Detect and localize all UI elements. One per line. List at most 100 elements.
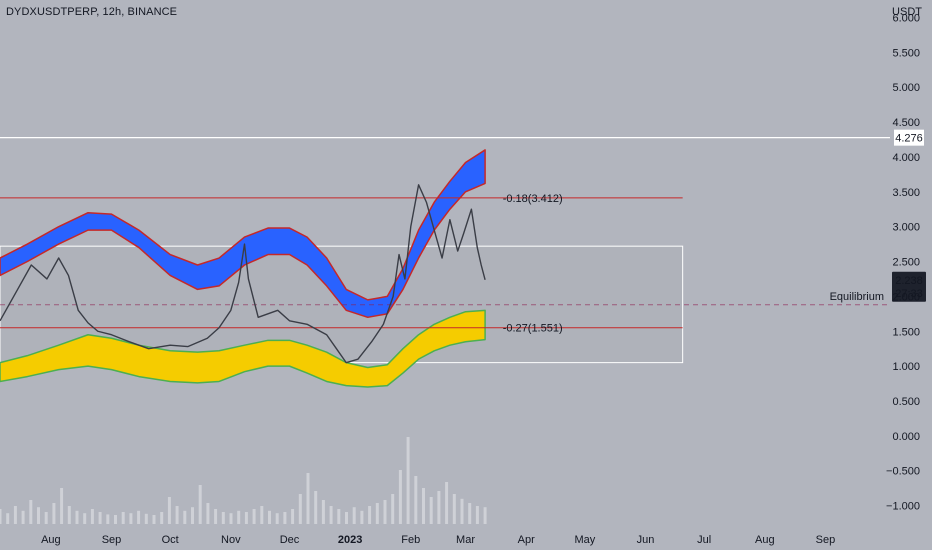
- volume-bar: [283, 512, 287, 524]
- volume-bar: [398, 470, 402, 524]
- level-lines-group: 4.276 -0.18(3.412) -0.27(1.551) Equilibrium: [0, 129, 924, 335]
- volume-bar: [445, 482, 449, 524]
- volume-bar: [67, 506, 71, 524]
- y-tick-label: 0.500: [892, 396, 920, 408]
- volume-bar: [429, 497, 433, 524]
- last-price-tag-bg: [892, 271, 926, 302]
- volume-bar: [44, 512, 48, 524]
- volume-bar: [406, 437, 410, 524]
- volume-bars: [0, 437, 487, 524]
- volume-bar: [206, 503, 210, 524]
- y-tick-label: 6.000: [892, 12, 920, 24]
- y-tick-label: 0.000: [892, 431, 920, 443]
- volume-bar: [190, 507, 194, 524]
- equilibrium-label: Equilibrium: [830, 291, 884, 303]
- y-tick-label: 3.500: [892, 187, 920, 199]
- x-tick-label: Dec: [280, 534, 300, 546]
- x-tick-label: Jul: [697, 534, 711, 546]
- x-tick-label: Sep: [102, 534, 122, 546]
- volume-bar: [90, 509, 94, 524]
- volume-bar: [237, 510, 241, 524]
- y-tick-label: −1.000: [886, 501, 920, 513]
- price-countdown: 27:33: [895, 288, 923, 300]
- volume-bar: [329, 506, 333, 524]
- volume-bar: [483, 507, 487, 524]
- volume-bar: [113, 515, 117, 524]
- x-tick-label: Apr: [518, 534, 535, 546]
- volume-bar: [36, 507, 40, 524]
- volume-bar: [229, 513, 233, 524]
- volume-bar: [144, 513, 148, 524]
- volume-bar: [437, 491, 441, 524]
- volume-bar: [344, 512, 348, 524]
- volume-bar: [129, 513, 133, 524]
- volume-bar: [321, 500, 325, 524]
- price-unit: USDT: [892, 6, 922, 18]
- symbol-title: DYDXUSDTPERP, 12h, BINANCE: [6, 6, 178, 18]
- volume-bar: [383, 500, 387, 524]
- volume-bar: [29, 500, 33, 524]
- volume-bar: [414, 476, 418, 524]
- x-tick-label: Jun: [637, 534, 655, 546]
- volume-bar: [244, 512, 248, 524]
- volume-bar: [260, 506, 264, 524]
- volume-bar: [252, 509, 256, 524]
- volume-bar: [391, 494, 395, 524]
- volume-bar: [291, 509, 295, 524]
- horizontal-line-tag-bg: [894, 129, 924, 146]
- volume-bar: [452, 494, 456, 524]
- volume-bar: [160, 512, 164, 524]
- volume-bar: [475, 506, 479, 524]
- y-tick-label: 3.000: [892, 222, 920, 234]
- last-price-label: 2.238: [895, 275, 923, 287]
- x-tick-label: Mar: [456, 534, 475, 546]
- lower-band: [0, 309, 486, 388]
- bands-group: [0, 149, 486, 388]
- volume-bar: [83, 513, 87, 524]
- y-tick-label: −0.500: [886, 466, 920, 478]
- volume-bar: [314, 491, 318, 524]
- volume-bar: [421, 488, 425, 524]
- volume-bar: [52, 503, 56, 524]
- x-tick-label: Sep: [816, 534, 836, 546]
- x-tick-label: Aug: [41, 534, 61, 546]
- volume-bar: [13, 506, 17, 524]
- y-tick-label: 2.500: [892, 257, 920, 269]
- y-tick-label: 1.500: [892, 326, 920, 338]
- y-tick-label: 5.500: [892, 47, 920, 59]
- volume-bar: [198, 485, 202, 524]
- x-tick-label: Aug: [755, 534, 775, 546]
- fib-label-upper: -0.18(3.412): [503, 193, 563, 205]
- volume-bar: [152, 515, 156, 524]
- y-tick-label: 5.000: [892, 82, 920, 94]
- x-tick-label: Feb: [401, 534, 420, 546]
- volume-bar: [298, 494, 302, 524]
- y-tick-label: 4.000: [892, 152, 920, 164]
- x-tick-label: Oct: [162, 534, 179, 546]
- x-tick-label: 2023: [338, 534, 362, 546]
- x-tick-label: Nov: [221, 534, 241, 546]
- volume-bar: [75, 510, 79, 524]
- fib-label-lower: -0.27(1.551): [503, 323, 563, 335]
- volume-bar: [98, 512, 102, 524]
- volume-bar: [6, 513, 10, 524]
- volume-bar: [352, 507, 356, 524]
- volume-bar: [21, 510, 25, 524]
- y-tick-label: 4.500: [892, 117, 920, 129]
- volume-bar: [460, 498, 464, 524]
- volume-bar: [267, 510, 271, 524]
- upper-band: [0, 149, 486, 319]
- volume-bar: [468, 503, 472, 524]
- volume-bar: [306, 473, 310, 524]
- volume-bar: [337, 509, 341, 524]
- volume-bar: [214, 509, 218, 524]
- horizontal-line-tag: 4.276: [895, 133, 923, 145]
- volume-bar: [0, 509, 2, 524]
- volume-bar: [60, 488, 64, 524]
- y-axis: 6.000 5.500 5.000 4.500 4.000 3.500 3.000 2.500…: [886, 12, 920, 512]
- x-tick-label: May: [574, 534, 595, 546]
- volume-bar: [167, 497, 171, 524]
